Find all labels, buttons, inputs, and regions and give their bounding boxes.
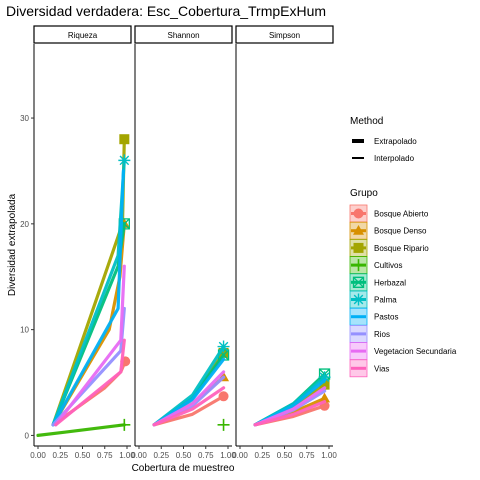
legend-key-vias [349,359,368,378]
legend-label-bosque-denso: Bosque Denso [374,227,427,236]
series-layer [36,134,331,437]
x-tick-label: 0.50 [277,451,293,460]
y-tick-label: 20 [20,220,29,229]
y-axis-title: Diversidad extrapolada [7,193,18,296]
y-tick-label: 10 [20,326,29,335]
legend-label-pastos: Pastos [374,313,398,322]
legend-key-shape [353,224,364,235]
series-line-vias-riqueza [54,338,126,427]
series-line-vias-simpson [253,400,327,427]
series-line-pastos-riqueza [51,169,125,427]
x-tick-label: 0.00 [30,451,46,460]
facet-strip-label: Shannon [167,31,199,40]
legend-key-palma [349,290,368,309]
legend-label-rios: Rios [374,330,390,339]
legend-label-palma: Palma [374,296,397,305]
x-tick-label: 0.75 [299,451,315,460]
x-tick-label: 0.25 [52,451,68,460]
series-line-vegetacion-secundaria-simpson [253,386,327,427]
legend-label-vegetacion-secundaria: Vegetacion Secundaria [374,347,457,356]
point-cultivos-shannon [217,418,230,431]
facet-strip-label: Simpson [269,31,300,40]
x-tick-label: 0.75 [198,451,214,460]
x-tick-label: 0.75 [97,451,113,460]
x-tick-label: 1.00 [321,451,337,460]
legend-key-shape [352,293,365,306]
legend: Method Extrapolado Interpolado Grupo Bosq… [349,116,457,378]
legend-key-bosque-abierto [349,204,368,223]
series-line-vias-shannon [152,386,226,427]
legend-label-cultivos: Cultivos [374,261,402,270]
group-legend-items: Bosque Abierto Bosque Denso Bosque Ripario… [349,204,457,378]
point-bosque-ripario-simpson [319,379,330,390]
legend-key-shape [352,259,365,272]
legend-key-bosque-ripario [349,238,368,257]
facet-strip-simpson [235,25,334,44]
facet-panels: Riqueza 0.00 0.25 0.50 0.75 1.00 Shannon 0.00 0.… [20,25,337,460]
series-line-vegetacion-secundaria-riqueza [54,264,126,427]
legend-key-shape [353,242,364,253]
method-legend-label: Extrapolado [374,137,417,146]
series-line-cultivos-riqueza [36,423,126,437]
x-axis-title: Cobertura de muestreo [132,463,235,474]
x-tick-label: 0.25 [254,451,270,460]
legend-label-vias: Vias [374,364,389,373]
x-tick-label: 0.25 [153,451,169,460]
point-bosque-ripario-shannon [218,347,229,358]
legend-key-cultivos [349,256,368,275]
point-bosque-abierto-shannon [218,391,229,402]
group-legend-title: Grupo [350,188,378,199]
method-legend-title: Method [350,116,383,127]
legend-key-pastos [349,307,368,326]
legend-label-bosque-ripario: Bosque Ripario [374,244,429,253]
point-cultivos-riqueza [118,418,131,431]
chart-title: Diversidad verdadera: Esc_Cobertura_Trmp… [6,3,326,19]
legend-key-rios [349,324,368,343]
x-tick-label: 0.00 [232,451,248,460]
legend-key-bosque-denso [349,221,368,240]
legend-label-bosque-abierto: Bosque Abierto [374,210,429,219]
series-line-vegetacion-secundaria-shannon [152,370,226,427]
x-tick-label: 1.00 [119,451,135,460]
facet-strip-riqueza [33,25,132,44]
facet-strip-shannon [134,25,233,44]
point-bosque-denso-simpson [319,392,331,403]
x-tick-label: 0.00 [131,451,147,460]
legend-key-vegetacion-secundaria [349,342,368,361]
y-tick-label: 0 [25,431,30,440]
point-bosque-ripario-riqueza [119,134,130,145]
x-tick-label: 0.50 [75,451,91,460]
point-palma-riqueza [118,154,131,167]
x-tick-label: 0.50 [176,451,192,460]
x-tick-label: 1.00 [220,451,236,460]
legend-key-herbazal [349,273,368,292]
legend-key-shape [352,276,365,288]
point-palma-simpson [318,371,331,384]
point-palma-shannon [217,340,230,353]
y-tick-label: 30 [20,114,29,123]
method-legend-items: Extrapolado Interpolado [352,137,417,163]
series-line-bosque-abierto-shannon [152,394,226,427]
facet-strip-label: Riqueza [68,31,98,40]
legend-label-herbazal: Herbazal [374,278,406,287]
legend-key-shape [353,208,364,219]
method-legend-label: Interpolado [374,154,415,163]
